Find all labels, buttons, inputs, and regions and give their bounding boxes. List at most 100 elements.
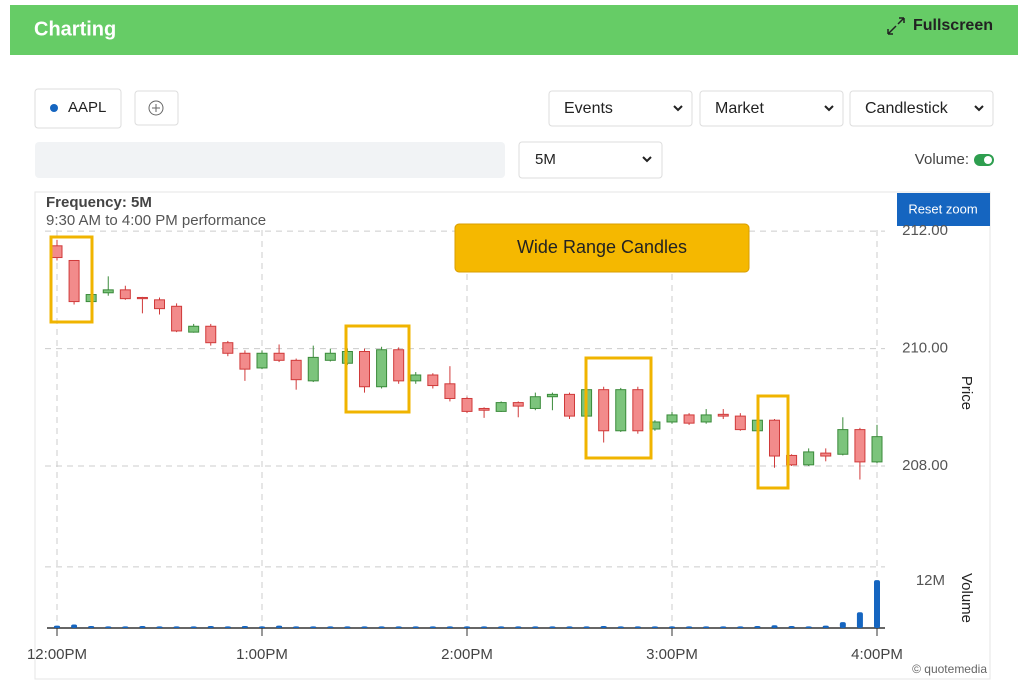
volume-bar <box>549 626 556 628</box>
symbol-chip[interactable] <box>34 88 122 129</box>
fullscreen-button[interactable]: Fullscreen <box>913 17 993 34</box>
dropdown[interactable] <box>849 90 994 127</box>
volume-bar <box>617 626 624 628</box>
reset-zoom-button[interactable] <box>897 193 990 226</box>
candle-body <box>256 352 268 369</box>
x-tick-label: 3:00PM <box>646 646 698 663</box>
candle-body <box>769 419 780 457</box>
candle-body <box>461 397 473 412</box>
candle-body <box>119 289 131 300</box>
y-tick-label: 208.00 <box>902 457 948 474</box>
annotation-callout <box>454 223 750 273</box>
candle-body <box>68 259 80 303</box>
fullscreen-icon[interactable] <box>887 17 905 35</box>
candle-body <box>154 299 165 310</box>
dropdown[interactable] <box>699 90 844 127</box>
volume-bar <box>241 626 248 628</box>
chevron <box>642 156 652 163</box>
volume-bar <box>259 626 265 628</box>
candle-body <box>564 393 575 417</box>
volume-bar <box>139 626 146 628</box>
volume-bar <box>737 626 744 628</box>
volume-bar <box>515 626 522 628</box>
add-icon <box>148 100 164 116</box>
candle-body <box>478 407 490 411</box>
candle-body <box>290 359 302 381</box>
volume-bar <box>634 626 641 628</box>
candle-body <box>376 349 388 388</box>
highlight-box <box>584 356 653 460</box>
volume-bar <box>412 626 419 628</box>
symbol-label: AAPL <box>68 99 106 116</box>
annotation-text: Wide Range Candles <box>517 237 687 257</box>
dropdown[interactable] <box>548 90 693 127</box>
x-tick-label: 4:00PM <box>851 646 903 663</box>
volume-bar <box>874 580 880 628</box>
volume-bar <box>122 626 129 628</box>
x-tick-label: 2:00PM <box>441 646 493 663</box>
candle-body <box>871 436 883 463</box>
highlight-box <box>756 394 790 490</box>
candle-body <box>171 305 183 332</box>
volume-bar <box>361 626 368 628</box>
volume-bar <box>395 626 402 628</box>
header-title: Charting <box>34 18 116 40</box>
highlight-box <box>344 324 411 414</box>
candle-body <box>512 402 524 407</box>
volume-bar <box>344 626 351 628</box>
volume-bar <box>156 626 163 628</box>
interval-label: 5M <box>535 151 556 168</box>
y2-axis-title: Volume <box>958 573 975 623</box>
candle-body <box>273 352 285 361</box>
interval-select[interactable] <box>518 141 663 179</box>
volume-bar <box>173 626 180 628</box>
credit: © quotemedia <box>912 662 987 676</box>
volume-bar <box>498 626 505 628</box>
volume-bar <box>378 626 385 628</box>
dropdown-label: Market <box>715 100 764 117</box>
volume-bar <box>190 626 197 628</box>
y-axis-title: Price <box>958 376 975 410</box>
candle-body <box>359 351 370 388</box>
volume-bar <box>105 626 112 628</box>
candle-body <box>546 393 558 398</box>
volume-bar <box>822 625 829 628</box>
candle-body <box>683 414 695 424</box>
volume-bar <box>686 626 693 628</box>
volume-bar <box>583 626 590 628</box>
volume-bar <box>224 626 231 628</box>
chart-frame <box>34 191 991 680</box>
x-tick-label: 12:00PM <box>27 646 87 663</box>
candle-body <box>666 414 678 423</box>
candle-body <box>427 374 439 387</box>
dropdown-label: Events <box>564 100 613 117</box>
volume-bar <box>839 622 846 628</box>
volume-bar <box>71 624 78 628</box>
candle-body <box>136 296 148 300</box>
chart-subtitle: 9:30 AM to 4:00 PM performance <box>46 212 266 229</box>
volume-bar <box>788 626 795 628</box>
candle-body <box>717 413 729 417</box>
chevron <box>824 105 834 112</box>
candle-body <box>734 415 746 431</box>
chevron <box>974 105 984 112</box>
volume-bar <box>481 626 488 628</box>
dropdown-label: Candlestick <box>865 100 949 117</box>
candle-body <box>820 452 832 457</box>
y-tick-label: 212.00 <box>902 222 948 239</box>
symbol-dot <box>50 104 58 112</box>
chart-title: Frequency: 5M <box>46 194 152 211</box>
y2-tick-label: 12M <box>916 572 945 589</box>
candle-body <box>495 402 507 412</box>
candle-body <box>239 352 251 370</box>
candle-body <box>222 342 234 354</box>
volume-bar <box>703 626 710 628</box>
candle-body <box>410 374 422 382</box>
candle-body <box>324 352 336 361</box>
volume-bar <box>464 626 470 628</box>
volume-bar <box>446 626 453 628</box>
candle-body <box>632 389 644 432</box>
candle-body <box>188 325 200 333</box>
volume-bar <box>805 626 812 628</box>
volume-bar <box>276 625 283 628</box>
